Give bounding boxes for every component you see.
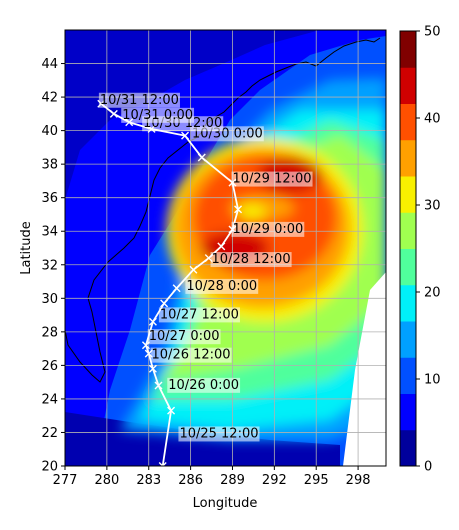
x-tick-label: 295 (304, 473, 329, 488)
colorbar-segment (400, 429, 416, 467)
track-point (148, 317, 157, 326)
track-point (154, 381, 163, 390)
track-annotation: 10/29 0:00 (231, 221, 305, 237)
track-annotation-label: 10/29 0:00 (232, 222, 303, 237)
y-tick-label: 34 (41, 225, 58, 240)
colorbar-segment (400, 31, 416, 68)
track-annotation-box (98, 92, 180, 108)
x-tick-label: 280 (94, 473, 119, 488)
colorbar-tick-label: 0 (424, 460, 432, 475)
x-tick-label: 286 (178, 473, 203, 488)
track-annotation-box (210, 252, 292, 268)
colorbar-segment (400, 176, 416, 213)
field-land-low (65, 30, 386, 466)
colorbar (400, 31, 416, 467)
colorbar-tick-label: 30 (424, 199, 441, 214)
x-tick-label: 277 (53, 473, 78, 488)
y-tick-label: 42 (41, 91, 58, 106)
track-annotation: 10/26 0:00 (167, 377, 241, 393)
colorbar-segment (400, 248, 416, 286)
x-tick-label: 292 (262, 473, 287, 488)
track-annotation: 10/28 0:00 (185, 278, 259, 294)
track-annotation-box (147, 329, 221, 345)
track-annotation-label: 10/25 12:00 (179, 426, 258, 441)
colorbar-segment (400, 357, 416, 394)
colorbar-tick-label: 50 (424, 25, 441, 40)
y-tick-label: 40 (41, 124, 58, 139)
track-annotation-box (185, 278, 259, 294)
colorbar-tick-label: 40 (424, 112, 441, 127)
track-point (181, 131, 190, 140)
y-axis-label: Latitude (19, 221, 34, 275)
track-point (217, 242, 226, 251)
colorbar-segment (400, 67, 416, 104)
track-annotation-box (231, 221, 305, 237)
colorbar-segment (400, 212, 416, 249)
x-tick-label: 298 (346, 473, 371, 488)
plot-frame (64, 29, 387, 467)
track-annotation-box (150, 347, 232, 363)
field-missing-data (343, 272, 386, 466)
y-tick-label: 44 (41, 57, 58, 72)
track-annotation-box (231, 171, 313, 187)
track-annotation: 10/29 12:00 (231, 171, 313, 187)
track-point (234, 205, 243, 214)
colorbar-tick-label: 10 (424, 373, 441, 388)
y-tick-label: 24 (41, 392, 58, 407)
y-tick-label: 30 (41, 292, 58, 307)
track-point (148, 364, 157, 373)
track-point (197, 153, 206, 162)
x-axis-label: Longitude (193, 496, 258, 511)
track-point (160, 299, 169, 308)
colorbar-tick-label: 20 (424, 286, 441, 301)
track-point (109, 109, 118, 118)
y-tick-label: 38 (41, 158, 58, 173)
track-annotation-box (178, 426, 260, 442)
y-tick-label: 26 (41, 359, 58, 374)
y-tick-label: 32 (41, 258, 58, 273)
colorbar-ticks: 0 10 20 30 40 50 (416, 25, 441, 475)
track-annotation: 10/28 12:00 (210, 252, 292, 268)
track-annotation-label: 10/27 0:00 (149, 329, 220, 344)
y-tick-label: 22 (41, 426, 58, 441)
track-annotation-label: 10/29 12:00 (232, 172, 311, 187)
track-annotation-box (121, 107, 195, 123)
track-point (167, 406, 176, 415)
track-annotation: 10/27 0:00 (147, 329, 221, 345)
colorbar-segment (400, 139, 416, 177)
y-tick-label: 36 (41, 191, 58, 206)
track-annotation-label: 10/28 12:00 (212, 252, 291, 267)
track-annotation-label: 10/31 12:00 (100, 93, 179, 108)
track-annotation-label: 10/27 12:00 (160, 307, 239, 322)
y-tick-label: 28 (41, 325, 58, 340)
colorbar-frame (399, 30, 417, 467)
track-annotation-label: 10/26 12:00 (152, 348, 231, 363)
colorbar-segment (400, 393, 416, 431)
x-tick-label: 289 (220, 473, 245, 488)
track-annotation: 10/26 12:00 (150, 347, 232, 363)
track-annotation: 10/27 12:00 (158, 307, 240, 323)
colorbar-segment (400, 321, 416, 358)
track-annotation-label: 10/28 0:00 (186, 279, 257, 294)
track-annotation-label: 10/31 0:00 (122, 108, 193, 123)
track-annotation-label: 10/26 0:00 (168, 378, 239, 393)
field-deep-land (65, 30, 320, 200)
colorbar-segment (400, 103, 416, 141)
track-point (172, 284, 181, 293)
y-axis-ticks: 20 22 24 26 28 30 32 34 36 38 40 42 44 (41, 57, 65, 475)
track-annotations: 10/25 12:00 10/26 0:00 10/26 12:00 10/27 0:… (98, 92, 313, 442)
x-axis-ticks: 277 280 283 286 289 292 295 298 (53, 466, 371, 488)
colorbar-segment (400, 284, 416, 322)
track-point (189, 265, 198, 274)
track-annotation: 10/31 12:00 (98, 92, 180, 108)
track-annotation: 10/31 0:00 (121, 107, 195, 123)
track-annotation-box (158, 307, 240, 323)
track-annotation: 10/25 12:00 (178, 426, 260, 442)
y-tick-label: 20 (41, 460, 58, 475)
track-annotation-box (167, 377, 241, 393)
x-tick-label: 283 (136, 473, 161, 488)
